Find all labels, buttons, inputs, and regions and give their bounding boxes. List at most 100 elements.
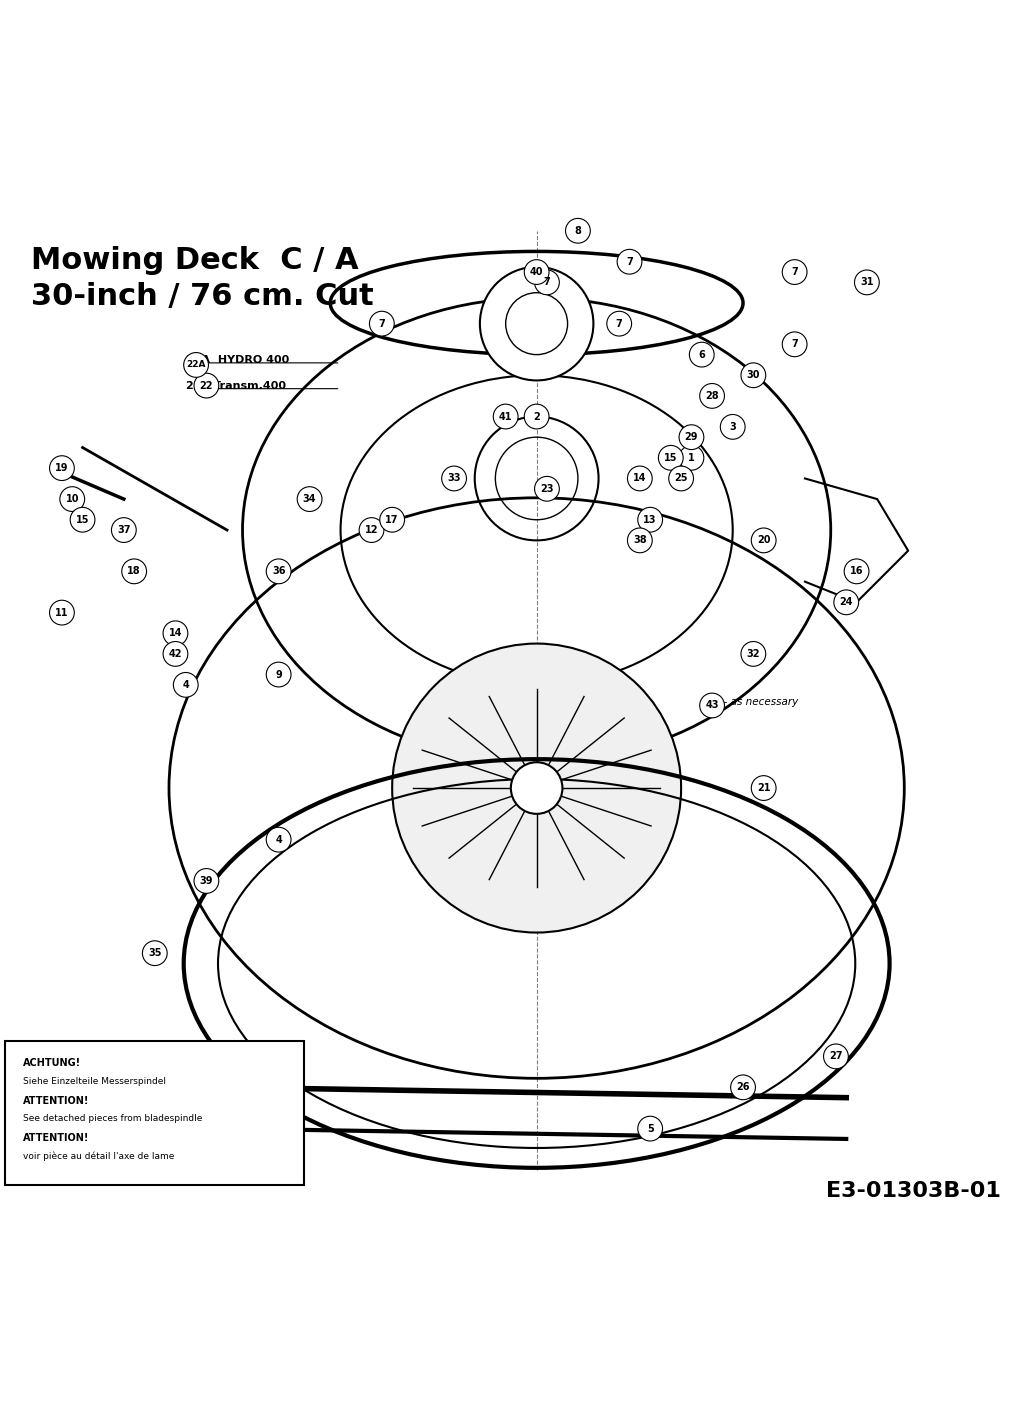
Text: 7: 7 (379, 319, 385, 329)
Circle shape (824, 1044, 848, 1068)
Text: 39: 39 (199, 876, 214, 886)
Circle shape (566, 219, 590, 243)
Circle shape (493, 404, 518, 429)
Circle shape (173, 673, 198, 697)
Text: ATTENTION!: ATTENTION! (23, 1095, 89, 1106)
Text: 8: 8 (575, 226, 581, 236)
Circle shape (266, 827, 291, 852)
Circle shape (266, 662, 291, 687)
Circle shape (506, 292, 568, 354)
Circle shape (535, 477, 559, 501)
Circle shape (689, 343, 714, 367)
Text: 12: 12 (364, 525, 379, 535)
Circle shape (844, 559, 869, 584)
Text: See detached pieces from bladespindle: See detached pieces from bladespindle (23, 1115, 202, 1123)
Circle shape (122, 559, 147, 584)
Circle shape (163, 621, 188, 646)
Text: Mowing Deck  C / A: Mowing Deck C / A (31, 247, 358, 275)
Text: 30: 30 (746, 370, 761, 380)
Text: 37: 37 (117, 525, 131, 535)
Text: 23: 23 (540, 484, 554, 494)
Circle shape (854, 270, 879, 295)
Circle shape (658, 446, 683, 470)
Text: 7: 7 (616, 319, 622, 329)
Text: 34: 34 (302, 494, 317, 504)
Circle shape (480, 267, 593, 381)
Text: 28: 28 (705, 391, 719, 401)
Circle shape (392, 643, 681, 933)
Circle shape (359, 518, 384, 542)
Text: 33: 33 (447, 474, 461, 484)
Circle shape (524, 260, 549, 285)
Circle shape (266, 559, 291, 584)
Text: Siehe Einzelteile Messerspindel: Siehe Einzelteile Messerspindel (23, 1077, 166, 1086)
Text: 43: 43 (705, 700, 719, 711)
Circle shape (679, 446, 704, 470)
Circle shape (184, 353, 208, 377)
Text: 25: 25 (674, 474, 688, 484)
Circle shape (511, 762, 562, 814)
Circle shape (60, 487, 85, 511)
Text: 2: 2 (534, 412, 540, 422)
Text: 36: 36 (271, 566, 286, 576)
Text: 14: 14 (633, 474, 647, 484)
Text: 27: 27 (829, 1051, 843, 1061)
Text: 3: 3 (730, 422, 736, 432)
Text: 38: 38 (633, 535, 647, 546)
Text: — as necessary: — as necessary (717, 697, 799, 707)
Text: 18: 18 (127, 566, 141, 576)
Text: 22A: 22A (187, 360, 205, 370)
Circle shape (442, 466, 466, 491)
Circle shape (700, 693, 724, 718)
Circle shape (638, 1116, 663, 1141)
Circle shape (751, 776, 776, 800)
Circle shape (782, 260, 807, 285)
Text: 5: 5 (647, 1123, 653, 1133)
Text: 22A  HYDRO 400: 22A HYDRO 400 (186, 354, 289, 365)
Text: 7: 7 (792, 267, 798, 277)
Text: 29: 29 (684, 432, 699, 442)
Text: 1: 1 (688, 453, 695, 463)
Circle shape (741, 363, 766, 388)
Circle shape (617, 250, 642, 274)
Circle shape (142, 941, 167, 965)
Circle shape (50, 600, 74, 625)
Circle shape (111, 518, 136, 542)
Text: 9: 9 (276, 670, 282, 680)
Text: 32: 32 (746, 649, 761, 659)
Text: 6: 6 (699, 350, 705, 360)
Circle shape (50, 456, 74, 481)
Text: 4: 4 (183, 680, 189, 690)
Text: 42: 42 (168, 649, 183, 659)
Circle shape (70, 508, 95, 532)
Circle shape (700, 384, 724, 408)
Text: E3-01303B-01: E3-01303B-01 (827, 1181, 1001, 1201)
Text: 7: 7 (544, 278, 550, 288)
Circle shape (163, 642, 188, 666)
Text: 13: 13 (643, 515, 657, 525)
Text: 17: 17 (385, 515, 399, 525)
Text: 40: 40 (529, 267, 544, 277)
Circle shape (524, 404, 549, 429)
Text: 19: 19 (55, 463, 69, 473)
Circle shape (380, 508, 405, 532)
Circle shape (194, 373, 219, 398)
Text: 24: 24 (839, 597, 853, 607)
Text: 30-inch / 76 cm. Cut: 30-inch / 76 cm. Cut (31, 282, 374, 312)
Text: 22   Transm.400: 22 Transm.400 (186, 381, 286, 391)
Text: 10: 10 (65, 494, 79, 504)
Text: 16: 16 (849, 566, 864, 576)
Text: 31: 31 (860, 278, 874, 288)
Circle shape (731, 1075, 755, 1099)
Circle shape (741, 642, 766, 666)
Circle shape (607, 312, 632, 336)
Circle shape (297, 487, 322, 511)
Circle shape (720, 415, 745, 439)
Text: ATTENTION!: ATTENTION! (23, 1133, 89, 1143)
Text: ACHTUNG!: ACHTUNG! (23, 1058, 80, 1068)
Circle shape (782, 332, 807, 357)
Text: 22: 22 (199, 381, 214, 391)
Text: 11: 11 (55, 608, 69, 618)
Circle shape (194, 869, 219, 893)
Circle shape (638, 508, 663, 532)
